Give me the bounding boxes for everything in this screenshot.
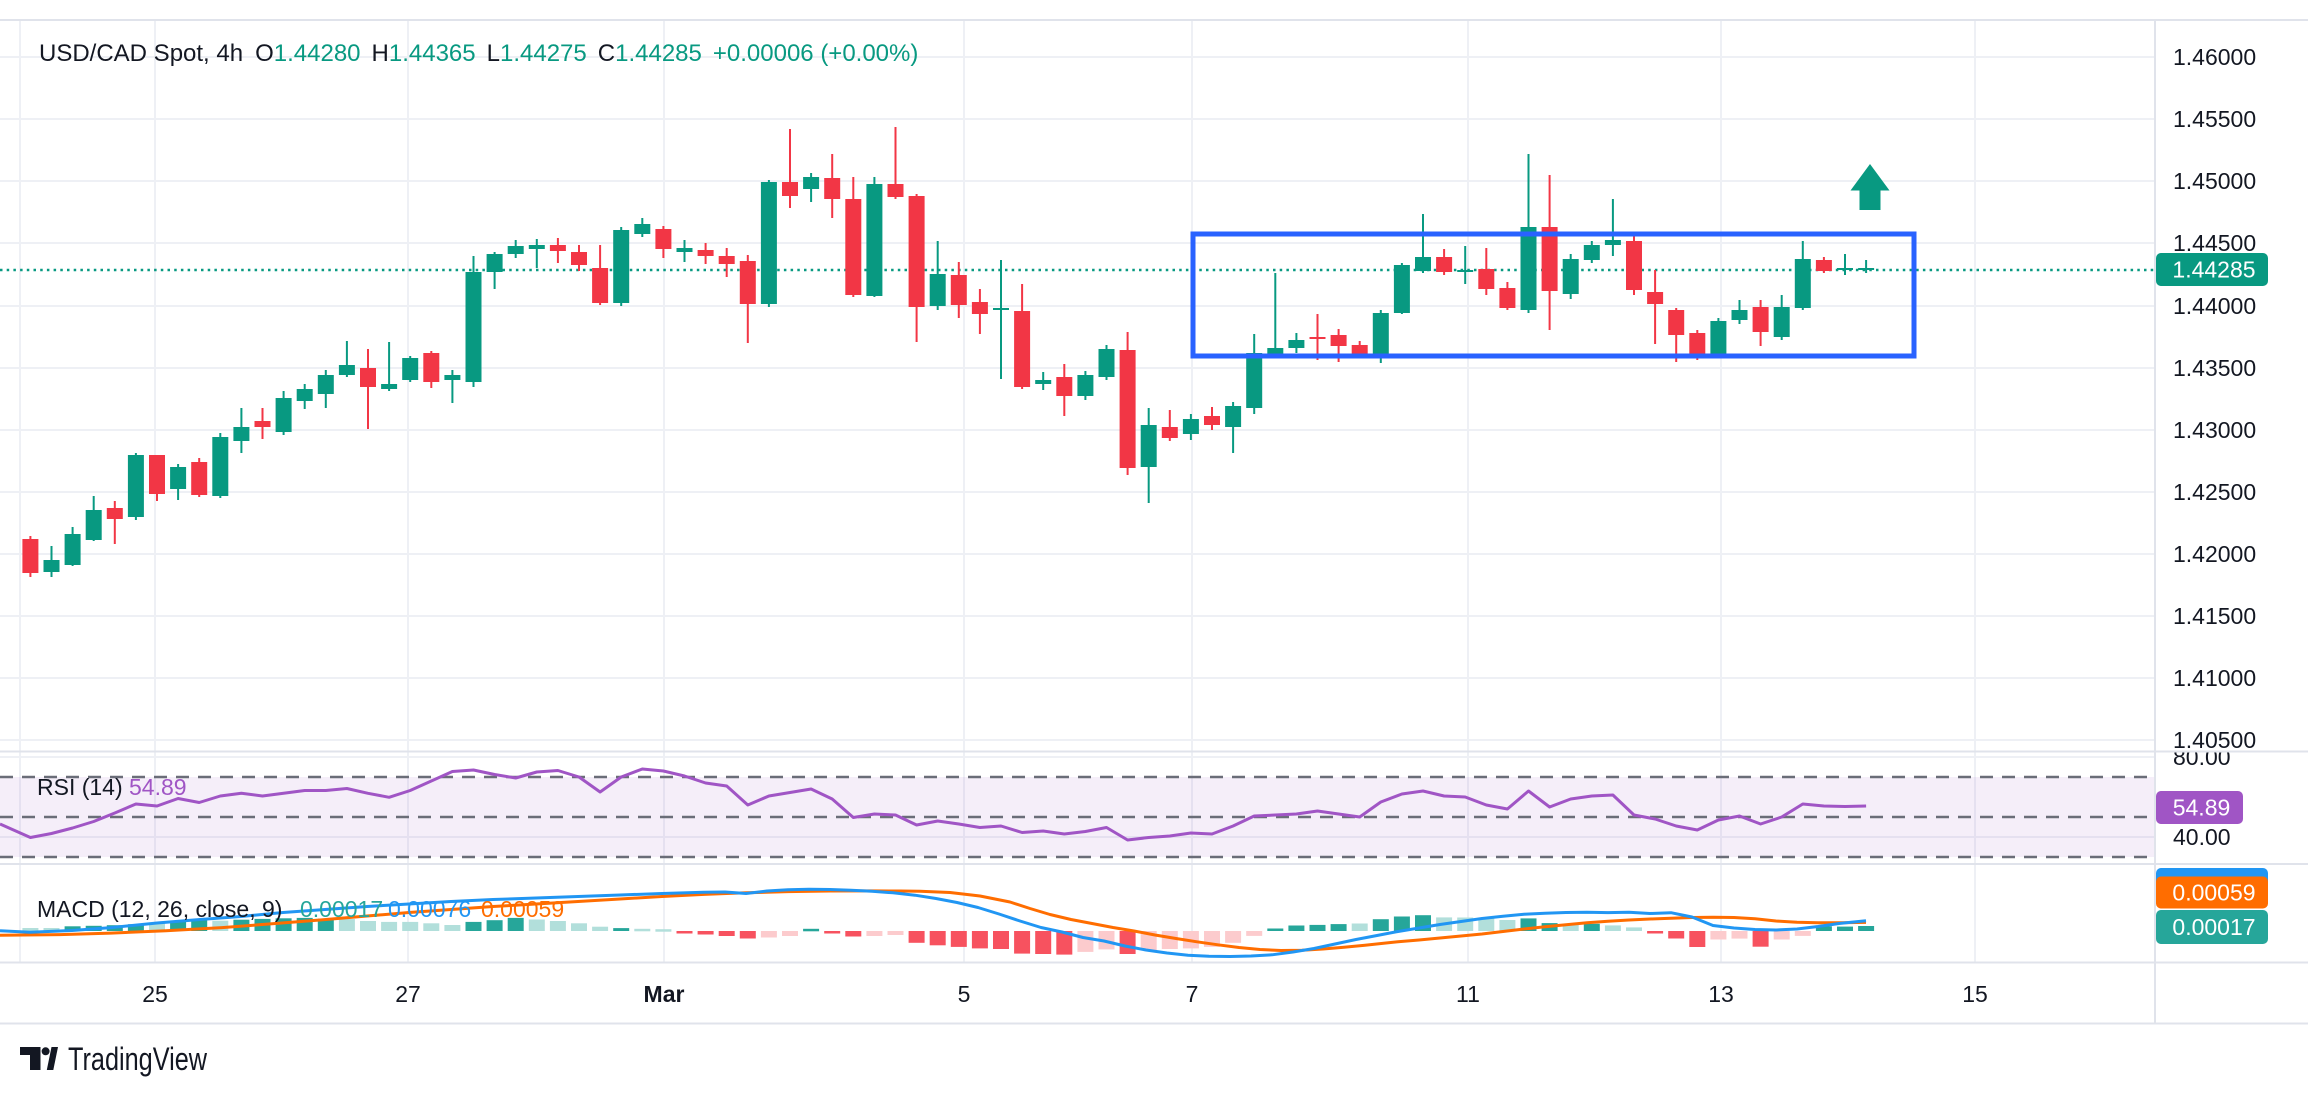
svg-text:80.00: 80.00 — [2173, 744, 2231, 770]
svg-text:13: 13 — [1708, 981, 1734, 1007]
svg-text:1.42000: 1.42000 — [2173, 541, 2256, 567]
svg-text:11: 11 — [1456, 981, 1480, 1007]
svg-text:TradingView: TradingView — [68, 1041, 208, 1077]
svg-text:Mar: Mar — [644, 981, 685, 1007]
svg-text:1.44285: 1.44285 — [2172, 257, 2255, 283]
svg-text:54.89: 54.89 — [2173, 795, 2231, 821]
svg-text:1.45500: 1.45500 — [2173, 106, 2256, 132]
svg-text:7: 7 — [1186, 981, 1199, 1007]
svg-text:15: 15 — [1962, 981, 1988, 1007]
svg-text:RSI (14): RSI (14) — [37, 774, 123, 800]
svg-text:1.41500: 1.41500 — [2173, 603, 2256, 629]
svg-text:1.41000: 1.41000 — [2173, 665, 2256, 691]
svg-text:0.00076: 0.00076 — [388, 896, 471, 922]
svg-text:0.00017: 0.00017 — [300, 896, 383, 922]
svg-text:1.45000: 1.45000 — [2173, 168, 2256, 194]
svg-text:1.43000: 1.43000 — [2173, 417, 2256, 443]
svg-text:1.46000: 1.46000 — [2173, 44, 2256, 70]
svg-text:1.42500: 1.42500 — [2173, 479, 2256, 505]
svg-text:1.43500: 1.43500 — [2173, 355, 2256, 381]
svg-text:0.00059: 0.00059 — [2172, 880, 2255, 906]
svg-text:25: 25 — [142, 981, 168, 1007]
svg-text:1.44000: 1.44000 — [2173, 293, 2256, 319]
svg-text:54.89: 54.89 — [129, 774, 187, 800]
svg-text:MACD (12, 26, close, 9): MACD (12, 26, close, 9) — [37, 896, 282, 922]
svg-text:27: 27 — [395, 981, 421, 1007]
svg-text:40.00: 40.00 — [2173, 824, 2231, 850]
svg-text:0.00017: 0.00017 — [2172, 914, 2255, 940]
svg-text:5: 5 — [958, 981, 971, 1007]
svg-text:0.00059: 0.00059 — [481, 896, 564, 922]
svg-text:1.44500: 1.44500 — [2173, 230, 2256, 256]
svg-text:1.40500: 1.40500 — [2173, 727, 2256, 753]
